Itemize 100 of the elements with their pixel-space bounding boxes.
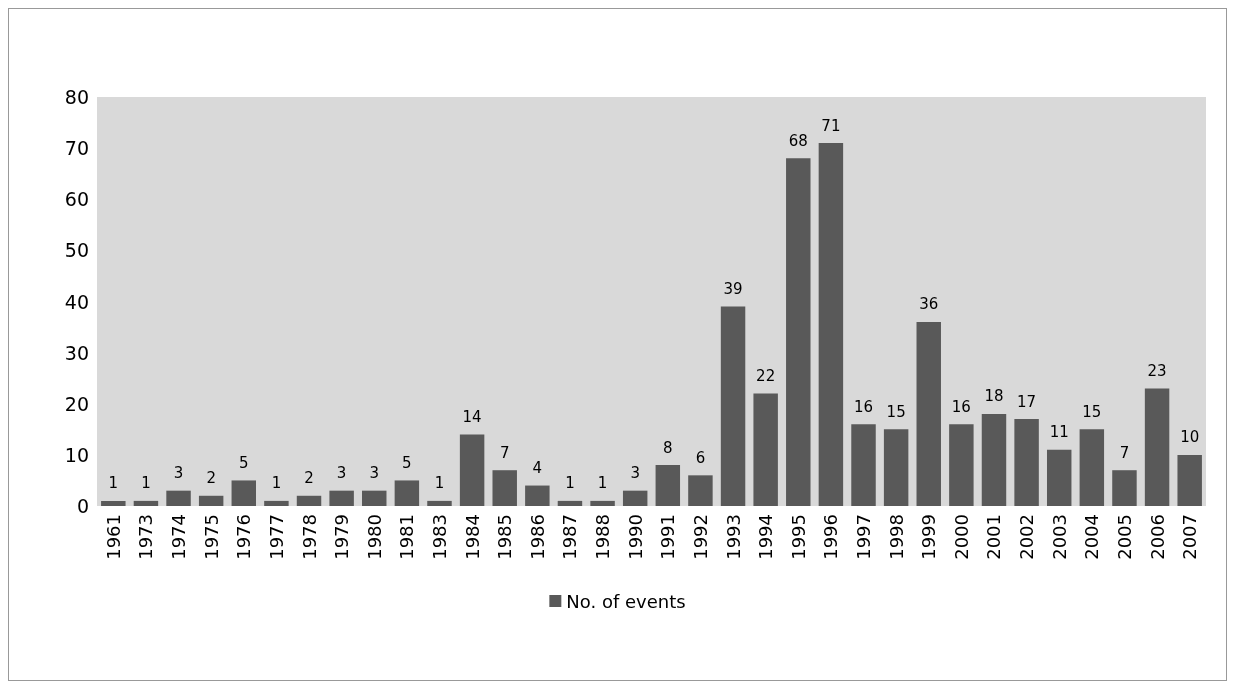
data-label: 8 [663,438,673,457]
data-label: 1 [597,474,608,493]
data-label: 68 [788,131,808,150]
data-label: 14 [462,407,482,426]
bar [231,480,257,506]
x-tick-label: 1985 [494,514,516,560]
x-tick-label: 1984 [461,514,483,560]
data-label: 15 [1082,402,1102,421]
x-tick-label: 1977 [265,514,287,560]
bar [1144,388,1170,506]
data-label: 3 [336,464,347,483]
bar [133,500,159,506]
x-tick-label: 1983 [428,514,450,560]
legend-label: No. of events [566,590,686,612]
bar [329,490,354,506]
x-tick-label: 1986 [526,514,548,560]
x-tick-label: 1994 [755,514,777,560]
data-label: 71 [821,116,841,135]
y-tick-label: 0 [76,495,89,517]
y-tick-label: 60 [64,188,89,211]
x-tick-label: 2004 [1081,514,1103,560]
data-label: 4 [532,459,543,478]
y-tick-label: 50 [64,239,89,262]
x-tick-label: 1998 [885,514,907,560]
data-label: 18 [984,387,1004,406]
data-label: 11 [1049,423,1069,442]
bar [525,485,550,506]
bar [296,495,322,506]
data-label: 1 [108,474,119,493]
bar [818,143,844,506]
data-label: 22 [756,367,776,386]
data-label: 3 [369,464,380,483]
x-tick-label: 1978 [298,514,320,560]
data-label: 1 [434,474,445,493]
x-tick-label: 2002 [1016,514,1038,560]
bar [427,500,452,506]
x-tick-label: 2006 [1146,514,1168,560]
bar [166,490,191,506]
bar [851,424,876,506]
bar [720,306,746,506]
data-label: 10 [1180,428,1200,447]
data-label: 1 [565,474,575,493]
data-label: 3 [630,464,640,483]
bar [101,500,126,506]
bar [198,495,224,506]
x-tick-label: 1999 [918,514,940,560]
data-label: 7 [1119,443,1130,462]
bar [362,490,387,506]
bar [1046,449,1072,506]
bar [1112,470,1137,506]
bar [459,434,485,506]
data-label: 17 [1017,392,1037,411]
bar [622,490,648,506]
y-tick-label: 40 [64,290,89,313]
bar [786,158,811,506]
x-tick-label: 1993 [722,514,744,560]
y-tick-label: 30 [64,341,89,364]
y-tick-label: 10 [64,443,89,466]
bar [1177,454,1202,506]
bar [916,321,941,506]
data-label: 16 [951,397,971,416]
data-label: 7 [499,443,510,462]
x-tick-label: 1974 [168,514,190,560]
data-label: 1 [141,474,151,493]
data-label: 2 [206,469,216,488]
x-tick-label: 1987 [559,514,581,560]
x-tick-label: 1988 [592,514,614,560]
bar [394,480,420,506]
data-label: 3 [173,464,184,483]
bar [688,475,713,506]
bar [949,424,974,506]
x-tick-label: 1973 [135,514,157,560]
bar [753,393,778,506]
x-tick-label: 1980 [363,514,385,560]
data-label: 2 [304,469,314,488]
bar [1079,429,1105,506]
bar [981,413,1007,506]
x-tick-label: 2005 [1113,514,1135,560]
bar [1014,419,1039,506]
x-tick-label: 1975 [200,514,222,560]
data-label: 5 [239,453,249,472]
bar [590,500,615,506]
bar [883,429,909,506]
x-tick-label: 1979 [331,514,353,560]
x-tick-label: 1961 [102,514,124,560]
x-tick-label: 1997 [853,514,875,560]
bar [557,500,583,506]
y-tick-label: 80 [64,86,89,108]
data-label: 6 [695,448,706,467]
x-tick-label: 1991 [657,514,679,560]
x-tick-label: 1996 [820,514,842,560]
x-tick-label: 2000 [950,514,972,560]
bar [264,500,289,506]
x-tick-label: 2007 [1179,514,1201,560]
bar [655,465,681,506]
x-tick-label: 1990 [624,514,646,560]
x-tick-label: 2001 [983,514,1005,560]
data-label: 16 [853,397,874,416]
x-tick-label: 1981 [396,514,418,560]
y-tick-label: 20 [64,392,89,415]
